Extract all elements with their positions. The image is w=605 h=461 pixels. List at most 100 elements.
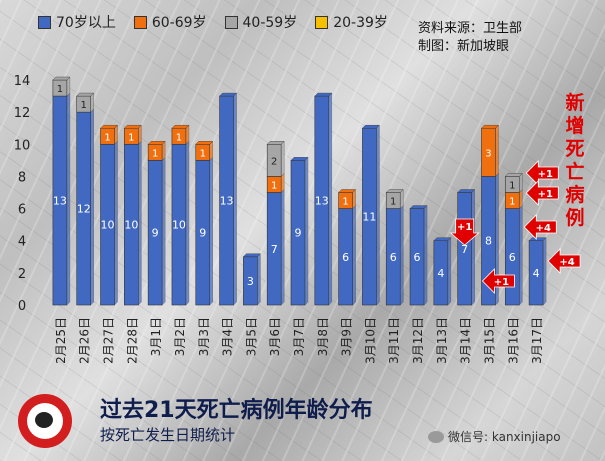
bar-value-label: 6	[390, 251, 397, 264]
bar-value-label: 7	[271, 243, 278, 256]
bar-side	[138, 140, 142, 306]
bar-side	[447, 237, 452, 306]
legend-label: 60-69岁	[151, 15, 207, 31]
y-tick-label: 12	[14, 106, 31, 121]
brand-logo	[18, 394, 72, 448]
x-tick-label: 2月26日	[78, 317, 92, 364]
bar-top	[457, 189, 476, 193]
credit-line: 制图：新加坡眼	[418, 39, 510, 54]
x-tick-label: 3月14日	[459, 317, 473, 364]
bar-value-label: 1	[390, 197, 396, 208]
y-tick-label: 0	[18, 299, 26, 314]
bar-side	[66, 76, 71, 97]
bar-value-label: 1	[104, 132, 110, 143]
x-tick-label: 3月9日	[340, 317, 354, 356]
annotation-label: +4	[536, 223, 551, 234]
bar-value-label: 1	[176, 132, 182, 143]
bar-side	[66, 92, 71, 306]
bar-top	[171, 125, 190, 129]
bar-side	[400, 205, 404, 306]
y-tick-label: 4	[18, 235, 26, 250]
bar-side	[233, 92, 237, 306]
bar-top	[242, 253, 261, 257]
bar-side	[519, 189, 523, 210]
bar-value-label: 6	[509, 251, 516, 264]
y-tick-label: 6	[18, 203, 26, 218]
bar-value-label: 12	[77, 203, 91, 216]
bar-top	[147, 141, 166, 145]
legend-label: 70岁以上	[56, 15, 116, 31]
source-note: 资料来源：卫生部 制图：新加坡眼	[418, 20, 522, 56]
bar-top	[52, 76, 71, 81]
bar-value-label: 1	[509, 180, 515, 191]
bar-value-label: 1	[128, 132, 134, 143]
bar-value-label: 1	[152, 148, 158, 159]
bar-top	[433, 237, 452, 241]
annotation-arrow	[523, 214, 557, 240]
bar-side	[519, 172, 523, 193]
bar-side	[471, 189, 475, 306]
legend-item-40-59: 40-59岁	[224, 12, 298, 32]
bar-top	[528, 237, 547, 241]
annotation-label: +1	[494, 277, 509, 288]
annotation-label: +1	[538, 169, 553, 180]
legend-label: 40-59岁	[242, 15, 298, 31]
x-tick-label: 3月3日	[197, 317, 211, 356]
bar-value-label: 13	[53, 195, 67, 208]
legend-item-70plus: 70岁以上	[38, 12, 116, 32]
bar-value-label: 3	[485, 148, 491, 159]
legend: 70岁以上 60-69岁 40-59岁 20-39岁	[38, 12, 388, 32]
bar-top	[219, 92, 238, 97]
chart-title: 过去21天死亡病例年龄分布	[100, 398, 373, 423]
x-tick-label: 3月6日	[268, 317, 282, 356]
bar-side	[185, 124, 190, 145]
y-tick-label: 2	[18, 267, 26, 282]
bar-side	[114, 124, 118, 145]
bar-side	[161, 140, 166, 161]
bar-value-label: 1	[271, 180, 277, 191]
bar-side	[542, 237, 547, 306]
x-tick-label: 3月11日	[387, 317, 401, 364]
bar-value-label: 10	[124, 219, 138, 232]
bar-side	[519, 205, 523, 306]
annotation-label: +4	[559, 257, 574, 268]
annotation-arrow	[481, 268, 515, 294]
bar-top	[480, 125, 499, 129]
source-line: 资料来源：卫生部	[418, 21, 523, 36]
x-tick-label: 3月16日	[506, 317, 520, 364]
y-tick-label: 14	[14, 74, 31, 89]
bar-value-label: 1	[200, 148, 206, 159]
bar-value-label: 10	[172, 219, 186, 232]
bar-side	[400, 189, 404, 210]
bar-value-label: 8	[485, 235, 492, 248]
x-tick-label: 3月2日	[173, 317, 187, 356]
bar-side	[185, 140, 190, 306]
bar-value-label: 9	[152, 227, 159, 240]
annotation-label: +1	[538, 189, 553, 200]
bar-value-label: 3	[247, 275, 254, 288]
logo-icon	[27, 403, 63, 439]
bar-side	[352, 189, 356, 210]
wechat-icon	[428, 430, 444, 443]
bar-value-label: 6	[342, 251, 349, 264]
bar-side	[328, 92, 333, 306]
bar-side	[376, 124, 380, 306]
x-tick-label: 2月25日	[54, 317, 68, 364]
legend-label: 20-39岁	[333, 15, 388, 31]
bar-top	[100, 125, 119, 129]
bar-side	[280, 189, 285, 306]
bar-side	[209, 140, 213, 161]
bar-value-label: 11	[362, 211, 376, 224]
bar-side	[138, 124, 142, 145]
x-tick-label: 3月4日	[221, 317, 235, 356]
x-tick-label: 3月7日	[292, 317, 306, 356]
x-tick-label: 2月27日	[102, 317, 116, 364]
bar-side	[352, 205, 356, 306]
bar-value-label: 1	[57, 84, 63, 95]
bar-value-label: 9	[199, 227, 206, 240]
bar-value-label: 6	[414, 251, 421, 264]
bar-top	[361, 125, 380, 129]
annotation-arrow	[525, 180, 559, 206]
bar-side	[209, 156, 213, 306]
